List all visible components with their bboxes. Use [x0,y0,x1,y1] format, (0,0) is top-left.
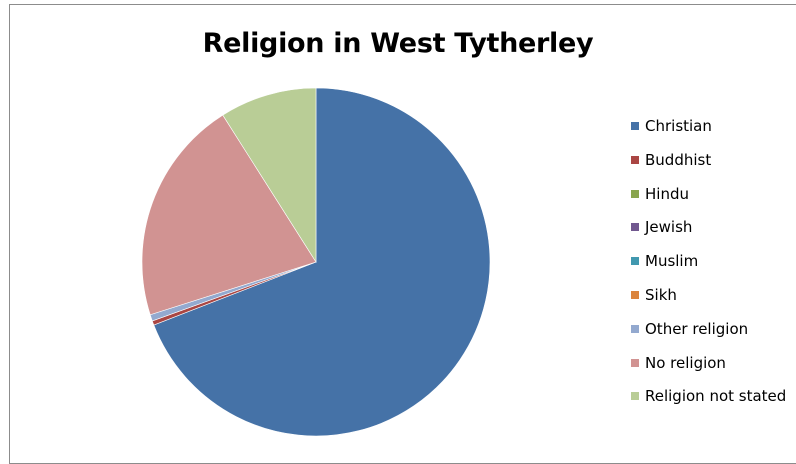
legend-label-jewish: Jewish [645,218,693,237]
legend-swatch-hindu [631,189,639,198]
chart-title: Religion in West Tytherley [202,28,594,59]
legend-swatch-no-religion [631,358,639,367]
legend-label-christian: Christian [645,117,712,135]
legend-swatch-sikh [631,291,639,299]
legend-label-religion-not-stated: Religion not stated [645,387,787,406]
legend-label-muslim: Muslim [645,252,699,271]
legend-label-other-religion: Other religion [645,319,749,338]
legend-label-sikh: Sikh [645,286,677,304]
legend-swatch-other-religion [631,324,639,333]
legend-swatch-buddhist [631,155,639,164]
pie-slice-no-religion [141,114,317,316]
pie-slice-christian [153,87,491,437]
legend-label-hindu: Hindu [645,184,689,203]
legend-swatch-religion-not-stated [631,392,639,401]
legend-label-no-religion: No religion [645,353,726,372]
pie-slice-religion-not-stated [222,87,317,264]
pie-chart [141,87,491,437]
legend-swatch-muslim [631,257,639,266]
legend-label-buddhist: Buddhist [645,150,712,169]
legend-swatch-christian [631,122,639,130]
pie-slices [141,87,491,437]
legend-swatch-jewish [631,223,639,232]
